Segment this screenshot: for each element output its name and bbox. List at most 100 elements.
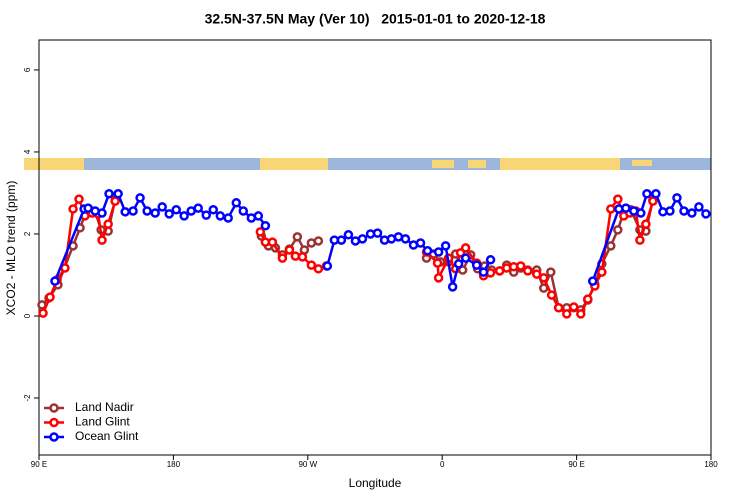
data-point [587, 276, 598, 286]
data-point [433, 247, 444, 257]
data-point [687, 208, 697, 218]
land-ocean-strip [24, 158, 711, 170]
data-point [546, 290, 557, 300]
data-point [255, 227, 266, 237]
data-point [635, 235, 645, 245]
data-point [415, 238, 426, 248]
data-point [447, 282, 458, 292]
data-point [642, 189, 652, 199]
legend-marker [49, 403, 59, 413]
data-point [597, 267, 607, 277]
y-tick-label: -2 [23, 394, 32, 402]
data-point [110, 196, 120, 206]
land-strip [432, 160, 454, 168]
data-point [97, 208, 107, 218]
data-point [432, 258, 443, 268]
data-point [546, 267, 556, 277]
chart-title: 32.5N-37.5N May (Ver 10) 2015-01-01 to 2… [205, 11, 546, 27]
data-point [561, 309, 572, 319]
x-tick-label: 90 E [31, 460, 47, 469]
y-tick-label: 4 [23, 149, 32, 154]
data-point [553, 303, 564, 313]
data-point [613, 194, 623, 204]
data-point [433, 273, 444, 283]
data-point [104, 189, 114, 199]
x-tick-label: 180 [704, 460, 718, 469]
data-point [531, 269, 542, 279]
data-point [74, 194, 84, 204]
data-point [313, 264, 324, 274]
x-tick-label: 0 [440, 460, 445, 469]
land-strip [632, 160, 652, 166]
data-point [208, 205, 219, 215]
data-point [120, 207, 130, 217]
data-point [343, 230, 354, 240]
data-point [648, 196, 658, 206]
data-point [253, 211, 264, 221]
data-point [372, 228, 383, 238]
data-point [260, 221, 271, 231]
data-point [38, 308, 48, 318]
data-point [306, 260, 317, 270]
data-point [672, 193, 682, 203]
data-point [103, 219, 113, 229]
x-tick-label: 180 [167, 460, 181, 469]
data-point [679, 206, 689, 216]
land-strip [500, 158, 620, 170]
data-point [400, 234, 411, 244]
data-point [357, 234, 368, 244]
data-point [313, 236, 324, 246]
data-point [97, 235, 107, 245]
data-point [538, 273, 549, 283]
data-point [701, 209, 711, 219]
data-point [583, 294, 593, 304]
data-point [471, 260, 482, 270]
land-strip [468, 160, 486, 168]
x-tick-label: 90 W [298, 460, 317, 469]
x-tick-label: 90 E [568, 460, 584, 469]
plot-frame [38, 39, 712, 456]
data-point [606, 241, 616, 251]
data-point [297, 252, 308, 262]
data-point [613, 225, 623, 235]
data-point [641, 219, 651, 229]
data-point [515, 261, 526, 271]
data-point [50, 276, 60, 286]
data-point [523, 266, 533, 276]
legend-label: Land Nadir [75, 400, 134, 414]
data-point [460, 253, 471, 263]
legend-marker [49, 417, 59, 428]
data-point [478, 267, 489, 277]
legend-marker [49, 432, 59, 442]
data-point [440, 241, 451, 251]
data-point [201, 210, 212, 220]
data-point [223, 213, 233, 223]
data-point [45, 292, 55, 302]
data-point [284, 245, 295, 255]
y-axis-label: XCO2 - MLO trend (ppm) [4, 181, 18, 316]
data-point [238, 206, 249, 216]
data-point [142, 206, 152, 216]
y-tick-label: 2 [23, 231, 32, 236]
data-point [157, 202, 167, 212]
data-point [651, 189, 661, 199]
data-point [215, 211, 226, 221]
data-point [576, 309, 586, 319]
data-point [164, 209, 174, 219]
legend-label: Land Glint [75, 415, 130, 429]
data-point [485, 255, 496, 265]
data-point [267, 237, 278, 247]
data-point [150, 208, 160, 218]
data-point [665, 206, 675, 216]
data-point [113, 189, 123, 199]
data-point [694, 202, 704, 212]
data-point [277, 253, 288, 263]
data-point [336, 235, 347, 245]
legend-label: Ocean Glint [75, 429, 139, 443]
data-point [171, 205, 181, 215]
y-tick-label: 6 [23, 67, 32, 72]
x-axis-label: Longitude [349, 476, 402, 490]
data-point [453, 259, 464, 269]
data-point [292, 232, 303, 242]
